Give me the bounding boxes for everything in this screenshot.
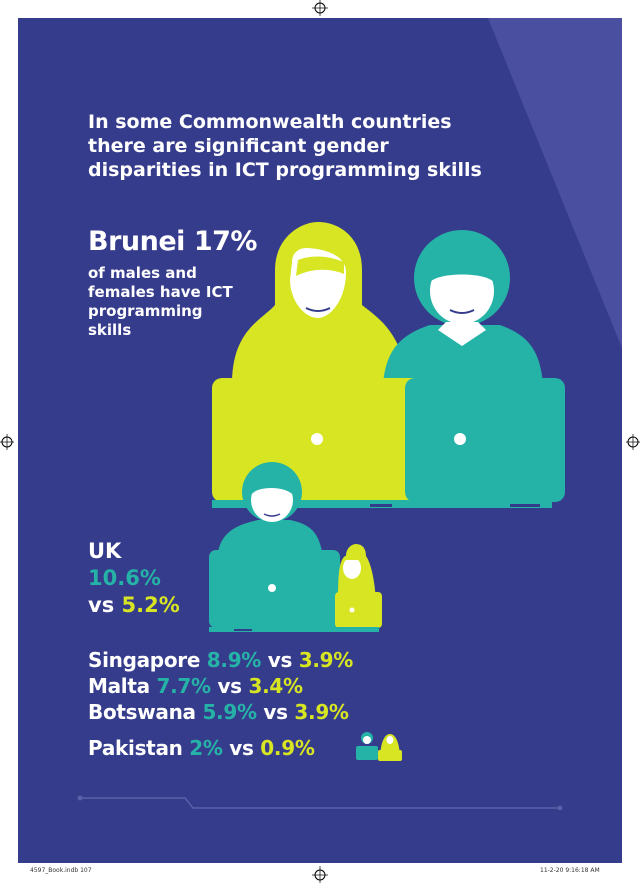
headline-line-1: In some Commonwealth countries [88, 111, 452, 133]
brunei-desc-line-2: females have ICT [88, 283, 233, 301]
stat-country: Pakistan [88, 736, 183, 760]
brunei-percent: 17% [193, 226, 258, 257]
brunei-desc-line-3: programming [88, 302, 203, 320]
brunei-desc-line-4: skills [88, 321, 132, 339]
brunei-description: of males and females have ICT programmin… [88, 264, 233, 340]
stat-male: 7.7% [156, 674, 211, 698]
laptop-lime-small [335, 592, 382, 628]
stat-row-malta: Malta 7.7% vs 3.4% [88, 674, 303, 698]
uk-country: UK [88, 539, 122, 563]
stat-row-singapore: Singapore 8.9% vs 3.9% [88, 648, 353, 672]
stat-male: 2% [189, 736, 223, 760]
stat-vs: vs [217, 674, 242, 698]
brunei-country: Brunei [88, 226, 185, 257]
registration-mark-bottom [312, 866, 328, 883]
uk-stat: UK 10.6% vs 5.2% [88, 538, 180, 619]
diagonal-stripe [488, 18, 622, 348]
stat-row-botswana: Botswana 5.9% vs 3.9% [88, 700, 349, 724]
registration-mark-top [312, 0, 328, 16]
stat-vs: vs [263, 700, 288, 724]
uk-female-percent: 5.2% [121, 593, 180, 617]
headline-line-2: there are significant gender [88, 135, 389, 157]
stat-male: 8.9% [206, 648, 262, 672]
woman-figure-small [338, 544, 376, 600]
uk-vs: vs [88, 593, 115, 617]
man-figure-small [218, 462, 322, 552]
stat-vs: vs [267, 648, 293, 672]
headline: In some Commonwealth countries there are… [88, 110, 508, 182]
stat-female: 3.9% [298, 648, 354, 672]
decorative-rule [77, 795, 563, 810]
stat-female: 3.4% [248, 674, 303, 698]
stat-country: Botswana [88, 700, 196, 724]
laptop-teal-large [405, 378, 565, 502]
brunei-stat: Brunei 17% [88, 226, 257, 257]
pakistan-people-icon [356, 732, 402, 761]
stat-row-pakistan: Pakistan 2% vs 0.9% [88, 736, 315, 760]
stat-country: Singapore [88, 648, 201, 672]
uk-male-percent: 10.6% [88, 566, 161, 590]
registration-mark-left [0, 434, 14, 450]
uk-comparison: vs 5.2% [88, 592, 180, 619]
headline-line-3: disparities in ICT programming skills [88, 159, 482, 181]
stat-male: 5.9% [202, 700, 257, 724]
stat-female: 0.9% [260, 736, 315, 760]
registration-mark-right [626, 434, 640, 450]
print-slug-left: 4597_Book.indb 107 [30, 867, 92, 874]
brunei-desc-line-1: of males and [88, 264, 197, 282]
print-slug-right: 11-2-20 9:16:18 AM [540, 867, 600, 874]
stat-country: Malta [88, 674, 150, 698]
man-figure-large [383, 230, 543, 384]
stat-vs: vs [229, 736, 254, 760]
woman-figure-large [232, 222, 410, 384]
stat-female: 3.9% [294, 700, 349, 724]
